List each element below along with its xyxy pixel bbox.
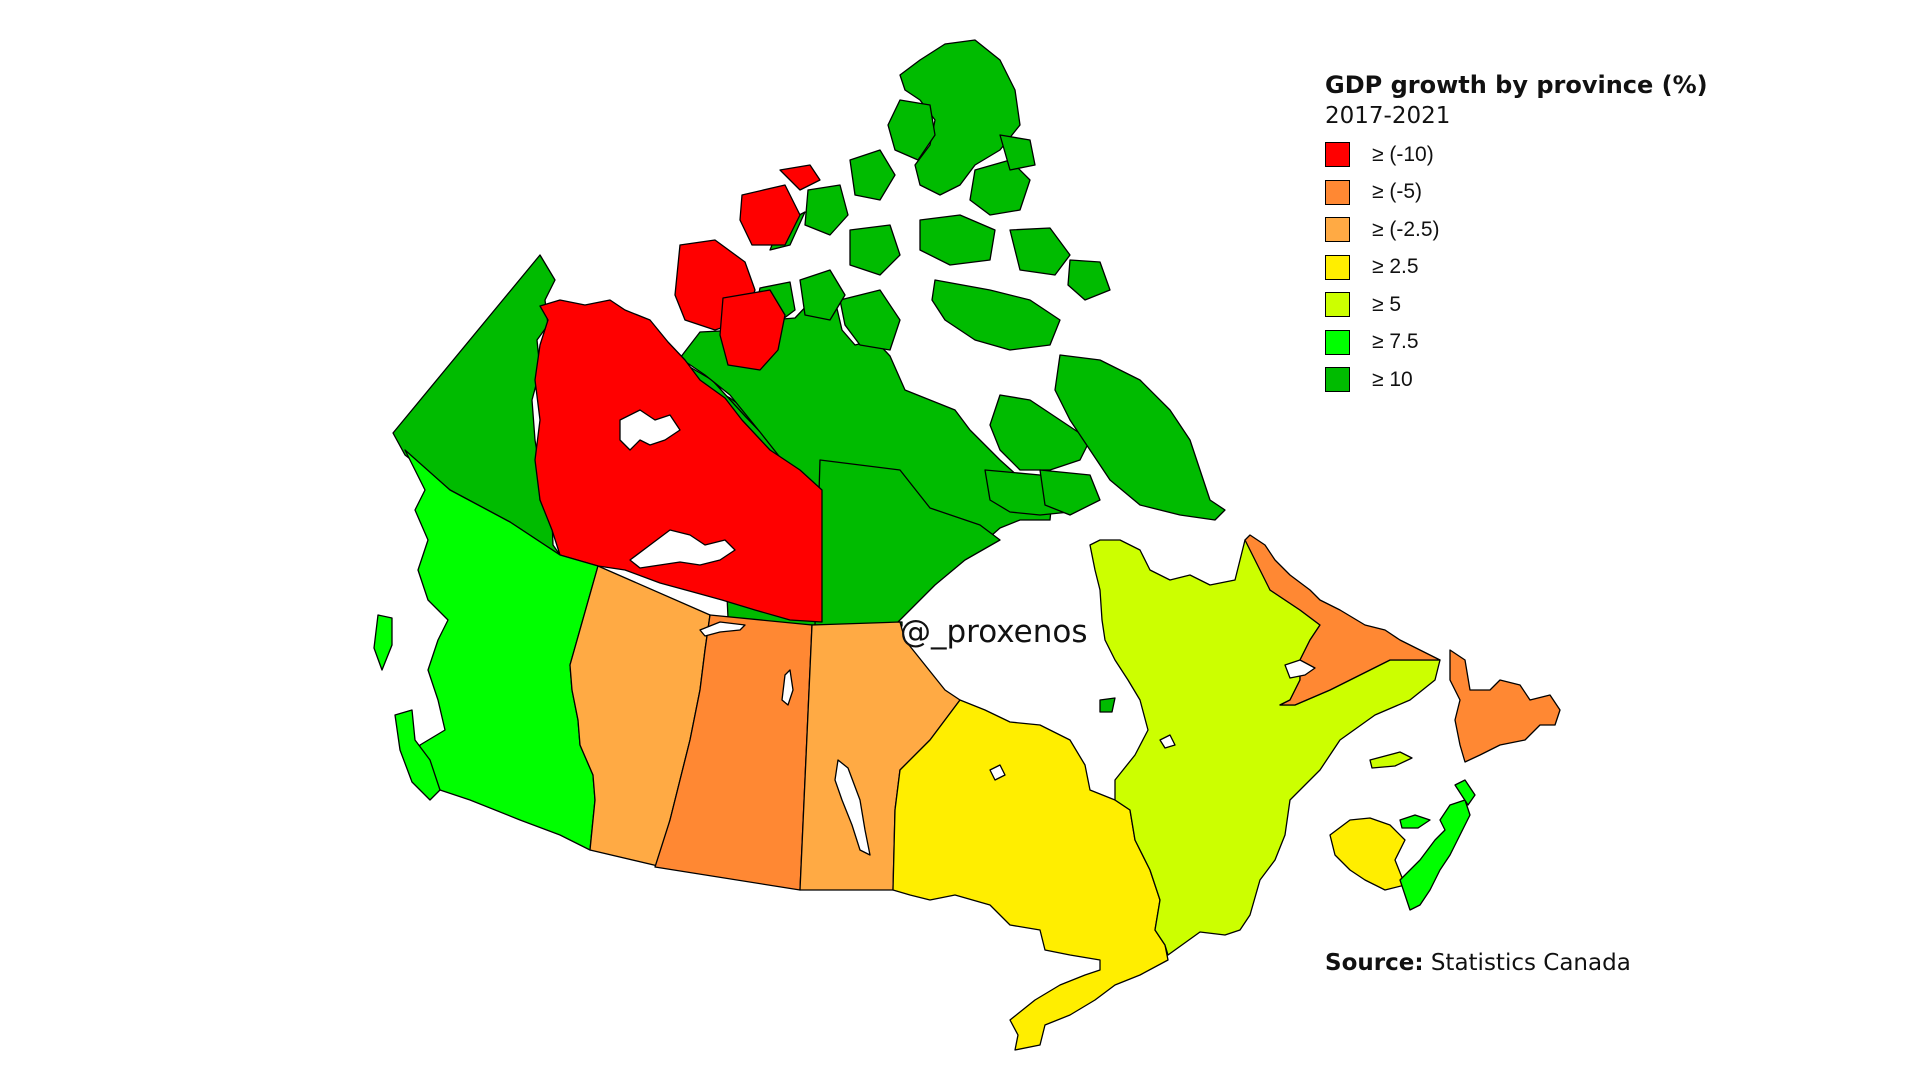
- region-british-columbia: [394, 709, 441, 801]
- legend-subtitle: 2017-2021: [1325, 103, 1451, 129]
- legend-swatch: [1325, 142, 1350, 168]
- legend-item: ≥ 5: [1325, 286, 1708, 324]
- legend-item: ≥ (-2.5): [1325, 211, 1708, 249]
- legend-label: ≥ (-5): [1372, 180, 1423, 204]
- region-ontario: [892, 699, 1169, 1051]
- region-northwest-territories: [534, 299, 823, 623]
- region-nova-scotia: [1454, 779, 1476, 806]
- region-northwest-territories: [779, 164, 821, 191]
- region-nunavut: [804, 184, 849, 236]
- region-northwest-territories: [739, 184, 801, 246]
- lake-mistassini: [1159, 734, 1176, 749]
- region-nunavut: [839, 289, 901, 351]
- region-new-brunswick: [1329, 817, 1406, 891]
- region-nunavut: [899, 39, 1021, 196]
- legend-title: GDP growth by province (%): [1325, 71, 1708, 99]
- legend: GDP growth by province (%) 2017-2021 ≥ (…: [1325, 70, 1708, 399]
- source-note: Source: Statistics Canada: [1325, 950, 1631, 976]
- region-prince-edward-island: [1399, 814, 1431, 829]
- watermark: @_proxenos: [900, 614, 1088, 650]
- region-nunavut: [931, 279, 1061, 351]
- legend-swatch: [1325, 292, 1350, 318]
- great-bear-lake: [619, 409, 681, 451]
- region-nunavut: [849, 149, 896, 201]
- region-british-columbia: [373, 614, 393, 671]
- lake-nipigon: [989, 764, 1006, 781]
- legend-swatch: [1325, 254, 1350, 280]
- lake-winnipeg: [834, 759, 871, 856]
- legend-items: ≥ (-10) ≥ (-5) ≥ (-2.5) ≥ 2.5 ≥ 5 ≥ 7.5 ≥ 10: [1325, 136, 1708, 399]
- source-text: Statistics Canada: [1430, 950, 1631, 976]
- region-nunavut: [887, 99, 936, 161]
- legend-item: ≥ (-10): [1325, 136, 1708, 174]
- region-nunavut: [1039, 469, 1101, 516]
- great-slave-lake: [629, 529, 736, 569]
- region-nunavut: [849, 224, 901, 276]
- region-nunavut: [1067, 259, 1111, 301]
- legend-swatch: [1325, 179, 1350, 205]
- legend-item: ≥ 7.5: [1325, 324, 1708, 362]
- reindeer-lake: [781, 669, 794, 706]
- legend-swatch: [1325, 329, 1350, 355]
- legend-label: ≥ (-2.5): [1372, 217, 1440, 241]
- legend-label: ≥ 7.5: [1372, 330, 1419, 354]
- legend-label: ≥ 5: [1372, 292, 1402, 316]
- region-nunavut: [1099, 697, 1116, 713]
- lake-athabasca: [699, 621, 746, 637]
- region-quebec: [1369, 751, 1413, 769]
- region-nunavut: [814, 459, 1001, 626]
- region-nunavut: [1009, 227, 1071, 276]
- legend-label: ≥ 2.5: [1372, 255, 1419, 279]
- legend-label: ≥ 10: [1372, 367, 1413, 391]
- legend-label: ≥ (-10): [1372, 142, 1434, 166]
- region-newfoundland-and-labrador: [1449, 649, 1561, 763]
- region-nunavut: [999, 134, 1036, 171]
- legend-item: ≥ (-5): [1325, 174, 1708, 212]
- region-nunavut: [919, 214, 996, 266]
- region-nunavut: [799, 269, 846, 321]
- legend-swatch: [1325, 367, 1350, 393]
- smallwood-reservoir: [1284, 659, 1316, 679]
- region-nunavut: [989, 394, 1091, 471]
- region-nunavut: [1054, 354, 1226, 521]
- region-nova-scotia: [1399, 799, 1471, 911]
- region-northwest-territories: [719, 289, 786, 371]
- legend-swatch: [1325, 217, 1350, 243]
- source-label: Source:: [1325, 950, 1424, 976]
- region-newfoundland-and-labrador: [1244, 534, 1441, 706]
- legend-item: ≥ 2.5: [1325, 249, 1708, 287]
- region-quebec: [1089, 539, 1441, 956]
- legend-item: ≥ 10: [1325, 361, 1708, 399]
